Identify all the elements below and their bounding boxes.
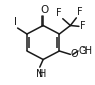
- Text: F: F: [56, 8, 61, 18]
- Text: CH: CH: [78, 46, 93, 56]
- Text: F: F: [77, 7, 82, 17]
- Text: F: F: [80, 21, 85, 31]
- Text: H: H: [39, 69, 47, 79]
- Text: I: I: [14, 17, 17, 27]
- Text: O: O: [40, 5, 49, 15]
- Text: N: N: [36, 69, 43, 79]
- Text: 3: 3: [81, 47, 86, 56]
- Text: O: O: [71, 49, 78, 59]
